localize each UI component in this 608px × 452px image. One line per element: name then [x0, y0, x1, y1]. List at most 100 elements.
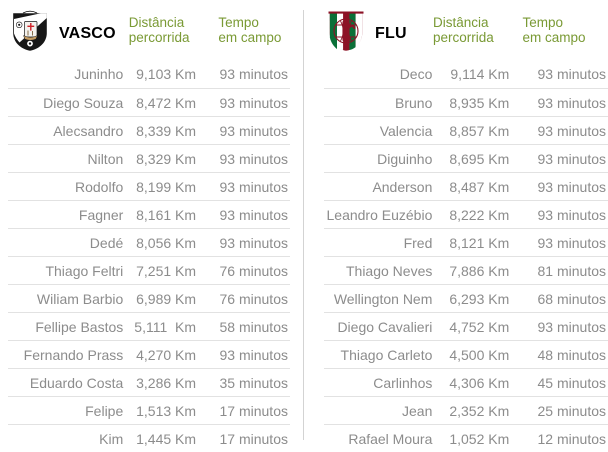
column-header-time-line1: Tempo	[218, 15, 259, 30]
table-row: Valencia 8,857 Km 93 minutos	[324, 116, 608, 144]
table-row: Anderson 8,487 Km 93 minutos	[324, 172, 608, 200]
player-time: 45 minutos	[537, 374, 606, 391]
team-name-label: VASCO	[59, 25, 116, 42]
player-distance: 2,352 Km	[449, 402, 510, 419]
player-distance: 9,114 Km	[450, 66, 510, 82]
player-table-vasco: Juninho 9,103 Km 93 minutos Diego Souza 8,47…	[0, 60, 304, 452]
player-name: Wiliam Barbio	[36, 290, 124, 307]
table-row: Diego Souza 8,472 Km 93 minutos	[8, 88, 290, 116]
table-row: Diego Cavalieri 4,752 Km 93 minutos	[324, 312, 608, 340]
player-name: Alecsandro	[53, 122, 124, 139]
player-time: 93 minutos	[537, 150, 606, 167]
table-row: Felipe 1,513 Km 17 minutos	[8, 396, 290, 424]
player-time: 93 minutos	[537, 178, 606, 195]
team-identity-vasco: VASCO	[0, 8, 125, 54]
player-name: Juninho	[74, 66, 124, 82]
player-name: Jean	[402, 402, 433, 419]
table-row: Fellipe Bastos 5,111 Km 58 minutos	[8, 312, 290, 340]
player-name: Carlinhos	[373, 374, 433, 391]
table-header-vasco: VASCO Distância percorrida Tempo em camp…	[0, 0, 304, 60]
player-time: 93 minutos	[219, 178, 288, 195]
table-row: Eduardo Costa 3,286 Km 35 minutos	[8, 368, 290, 396]
player-distance: 4,500 Km	[449, 346, 510, 363]
player-distance: 1,513 Km	[136, 402, 197, 419]
player-time: 93 minutos	[219, 206, 288, 223]
player-time: 93 minutos	[537, 122, 606, 139]
player-time: 68 minutos	[537, 290, 606, 307]
table-row: Rafael Moura 1,052 Km 12 minutos	[324, 424, 608, 452]
table-row: Fred 8,121 Km 93 minutos	[324, 228, 608, 256]
column-header-time: Tempo em campo	[517, 8, 608, 45]
column-header-distance-line1: Distância	[128, 15, 185, 30]
column-header-distance-line1: Distância	[432, 15, 489, 30]
player-time: 76 minutos	[219, 290, 288, 307]
column-header-time-line1: Tempo	[522, 15, 564, 30]
player-distance: 8,121 Km	[449, 234, 510, 251]
table-row: Thiago Neves 7,886 Km 81 minutos	[324, 256, 608, 284]
player-distance: 1,052 Km	[449, 430, 510, 447]
player-distance: 8,857 Km	[449, 122, 510, 139]
player-time: 48 minutos	[537, 346, 606, 363]
player-name: Diguinho	[377, 150, 433, 167]
player-time: 17 minutos	[219, 430, 288, 447]
table-row: Diguinho 8,695 Km 93 minutos	[324, 144, 608, 172]
player-time: 93 minutos	[219, 346, 288, 363]
player-distance: 5,111 Km	[134, 318, 197, 335]
player-time: 93 minutos	[537, 318, 606, 335]
vasco-crest-icon	[12, 10, 48, 52]
table-row: Kim 1,445 Km 17 minutos	[8, 424, 290, 452]
column-header-time-line2: em campo	[218, 30, 282, 45]
team-panel-fluminense: FLU Distância percorrida Tempo em campo …	[304, 0, 608, 450]
player-name: Thiago Feltri	[45, 262, 124, 279]
table-row: Deco 9,114 Km 93 minutos	[324, 60, 608, 88]
table-row: Juninho 9,103 Km 93 minutos	[8, 60, 290, 88]
player-time: 25 minutos	[537, 402, 606, 419]
player-name: Leandro Euzébio	[326, 206, 433, 223]
table-row: Carlinhos 4,306 Km 45 minutos	[324, 368, 608, 396]
player-distance: 8,695 Km	[449, 150, 510, 167]
table-row: Nilton 8,329 Km 93 minutos	[8, 144, 290, 172]
table-row: Thiago Feltri 7,251 Km 76 minutos	[8, 256, 290, 284]
player-name: Fagner	[78, 206, 124, 223]
player-time: 93 minutos	[537, 66, 606, 82]
player-distance: 8,056 Km	[136, 234, 197, 251]
player-name: Diego Cavalieri	[337, 318, 433, 335]
player-name: Kim	[99, 430, 124, 447]
player-time: 93 minutos	[219, 122, 288, 139]
player-name: Deco	[399, 66, 433, 82]
team-panel-vasco: VASCO Distância percorrida Tempo em camp…	[0, 0, 304, 450]
player-distance: 7,251 Km	[136, 262, 197, 279]
table-row: Wiliam Barbio 6,989 Km 76 minutos	[8, 284, 290, 312]
table-row: Leandro Euzébio 8,222 Km 93 minutos	[324, 200, 608, 228]
player-time: 93 minutos	[219, 150, 288, 167]
player-distance: 6,989 Km	[136, 290, 197, 307]
player-name: Anderson	[372, 178, 433, 195]
player-name: Thiago Carleto	[340, 346, 433, 363]
column-header-distance: Distância percorrida	[429, 8, 517, 45]
player-time: 93 minutos	[537, 94, 606, 111]
player-name: Nilton	[87, 150, 124, 167]
player-distance: 6,293 Km	[449, 290, 510, 307]
player-name: Bruno	[395, 94, 433, 111]
player-time: 58 minutos	[219, 318, 288, 335]
table-row: Thiago Carleto 4,500 Km 48 minutos	[324, 340, 608, 368]
fluminense-crest-icon	[328, 11, 364, 53]
player-name: Eduardo Costa	[29, 374, 124, 391]
column-header-time-line2: em campo	[522, 30, 586, 45]
player-distance: 8,329 Km	[136, 150, 197, 167]
player-distance: 4,270 Km	[136, 346, 197, 363]
player-name: Thiago Neves	[345, 262, 433, 279]
player-distance: 8,222 Km	[449, 206, 510, 223]
player-distance: 4,752 Km	[449, 318, 510, 335]
player-time: 93 minutos	[537, 206, 606, 223]
table-row: Jean 2,352 Km 25 minutos	[324, 396, 608, 424]
player-distance: 7,886 Km	[449, 262, 510, 279]
table-row: Alecsandro 8,339 Km 93 minutos	[8, 116, 290, 144]
player-time: 93 minutos	[219, 234, 288, 251]
player-time: 93 minutos	[219, 94, 288, 111]
team-name-label: FLU	[375, 25, 407, 42]
table-row: Rodolfo 8,199 Km 93 minutos	[8, 172, 290, 200]
panel-divider	[303, 10, 304, 440]
player-time: 76 minutos	[219, 262, 288, 279]
